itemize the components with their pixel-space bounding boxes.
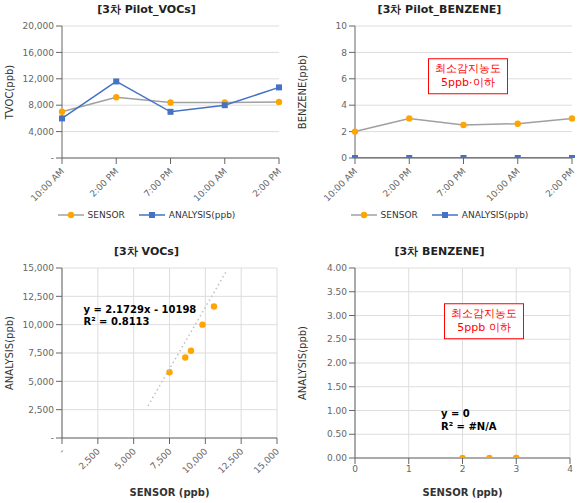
svg-text:6: 6 bbox=[341, 74, 347, 84]
svg-text:0.50: 0.50 bbox=[327, 429, 347, 439]
svg-text:SENSOR (ppb): SENSOR (ppb) bbox=[130, 487, 210, 498]
svg-text:0: 0 bbox=[352, 464, 358, 474]
svg-text:-: - bbox=[51, 433, 54, 443]
html-text:ANALYSIS(ppb): ANALYSIS(ppb) bbox=[168, 210, 236, 220]
svg-text:12,500: 12,500 bbox=[23, 292, 55, 302]
svg-text:3.50: 3.50 bbox=[327, 287, 347, 297]
svg-text:-: - bbox=[57, 446, 66, 455]
html-text:ANALYSIS(ppb): ANALYSIS(ppb) bbox=[461, 210, 529, 220]
html-text:[3차 BENZENE]: [3차 BENZENE] bbox=[394, 245, 485, 258]
html-text:SENSOR: SENSOR bbox=[87, 210, 125, 220]
svg-text:2,500: 2,500 bbox=[77, 446, 102, 471]
svg-text:0: 0 bbox=[341, 153, 347, 163]
svg-text:5,000: 5,000 bbox=[28, 377, 54, 387]
svg-text:7:00 PM: 7:00 PM bbox=[435, 166, 468, 199]
svg-text:2: 2 bbox=[341, 127, 347, 137]
html-text:5ppb·이하: 5ppb·이하 bbox=[441, 76, 495, 90]
html-text:[3차 Pilot_BENZENE]: [3차 Pilot_BENZENE] bbox=[377, 3, 502, 16]
svg-text:10,000: 10,000 bbox=[23, 320, 55, 330]
svg-text:7,500: 7,500 bbox=[148, 446, 173, 471]
svg-text:7:00 PM: 7:00 PM bbox=[142, 166, 175, 199]
svg-text:4: 4 bbox=[341, 100, 347, 110]
svg-text:8: 8 bbox=[341, 48, 347, 58]
svg-text:2.50: 2.50 bbox=[327, 334, 347, 344]
svg-text:ANALYSIS(ppb): ANALYSIS(ppb) bbox=[8, 316, 15, 390]
svg-text:12,000: 12,000 bbox=[23, 74, 55, 84]
svg-text:1: 1 bbox=[406, 464, 412, 474]
svg-text:4,000: 4,000 bbox=[28, 127, 54, 137]
svg-text:-: - bbox=[51, 153, 54, 163]
svg-text:TVOC(ppb): TVOC(ppb) bbox=[8, 65, 15, 121]
html-text:y = 2.1729x - 10198: y = 2.1729x - 10198 bbox=[83, 303, 197, 315]
svg-text:16,000: 16,000 bbox=[23, 48, 55, 58]
html-text:R² = 0.8113: R² = 0.8113 bbox=[83, 315, 150, 327]
svg-text:10: 10 bbox=[336, 21, 348, 31]
svg-text:SENSOR (ppb): SENSOR (ppb) bbox=[423, 487, 503, 498]
html-text:[3차 Pilot_VOCs]: [3차 Pilot_VOCs] bbox=[97, 3, 196, 16]
svg-text:2:00 PM: 2:00 PM bbox=[251, 166, 284, 199]
svg-text:1.50: 1.50 bbox=[327, 382, 347, 392]
svg-text:2:00 PM: 2:00 PM bbox=[381, 166, 414, 199]
svg-text:3: 3 bbox=[513, 464, 519, 474]
svg-text:15,000: 15,000 bbox=[252, 446, 282, 476]
svg-text:12,500: 12,500 bbox=[216, 446, 246, 476]
svg-text:4: 4 bbox=[567, 464, 573, 474]
svg-text:10,000: 10,000 bbox=[180, 446, 210, 476]
svg-text:10:00 AM: 10:00 AM bbox=[322, 166, 359, 203]
svg-text:10:00 AM: 10:00 AM bbox=[192, 166, 229, 203]
svg-text:0.00: 0.00 bbox=[327, 453, 347, 463]
svg-text:20,000: 20,000 bbox=[23, 21, 55, 31]
html-text:최소감지농도: 최소감지농도 bbox=[434, 62, 501, 76]
svg-text:15,000: 15,000 bbox=[23, 263, 55, 273]
svg-text:4.00: 4.00 bbox=[327, 263, 347, 273]
html-text:최소감지농도: 최소감지농도 bbox=[451, 307, 517, 321]
svg-text:10:00 AM: 10:00 AM bbox=[29, 166, 66, 203]
svg-text:1.00: 1.00 bbox=[327, 406, 347, 416]
svg-text:2:00 PM: 2:00 PM bbox=[88, 166, 121, 199]
svg-text:2: 2 bbox=[460, 464, 466, 474]
svg-text:3.00: 3.00 bbox=[327, 311, 347, 321]
svg-text:2,500: 2,500 bbox=[28, 405, 54, 415]
svg-text:BENZENE(ppb): BENZENE(ppb) bbox=[297, 55, 308, 130]
svg-text:5,000: 5,000 bbox=[113, 446, 138, 471]
html-text:[3차 VOCs]: [3차 VOCs] bbox=[114, 245, 179, 258]
svg-text:10:00 AM: 10:00 AM bbox=[485, 166, 522, 203]
svg-text:ANALYSIS(ppb): ANALYSIS(ppb) bbox=[297, 326, 308, 400]
svg-text:8,000: 8,000 bbox=[28, 100, 54, 110]
svg-text:7,500: 7,500 bbox=[28, 348, 54, 358]
svg-text:2.00: 2.00 bbox=[327, 358, 347, 368]
html-text:SENSOR: SENSOR bbox=[380, 210, 418, 220]
html-text:R² = #N/A: R² = #N/A bbox=[441, 420, 497, 431]
html-text:5ppb 이하: 5ppb 이하 bbox=[457, 321, 511, 335]
html-text:y = 0: y = 0 bbox=[441, 407, 470, 419]
svg-text:2:00 PM: 2:00 PM bbox=[544, 166, 577, 199]
